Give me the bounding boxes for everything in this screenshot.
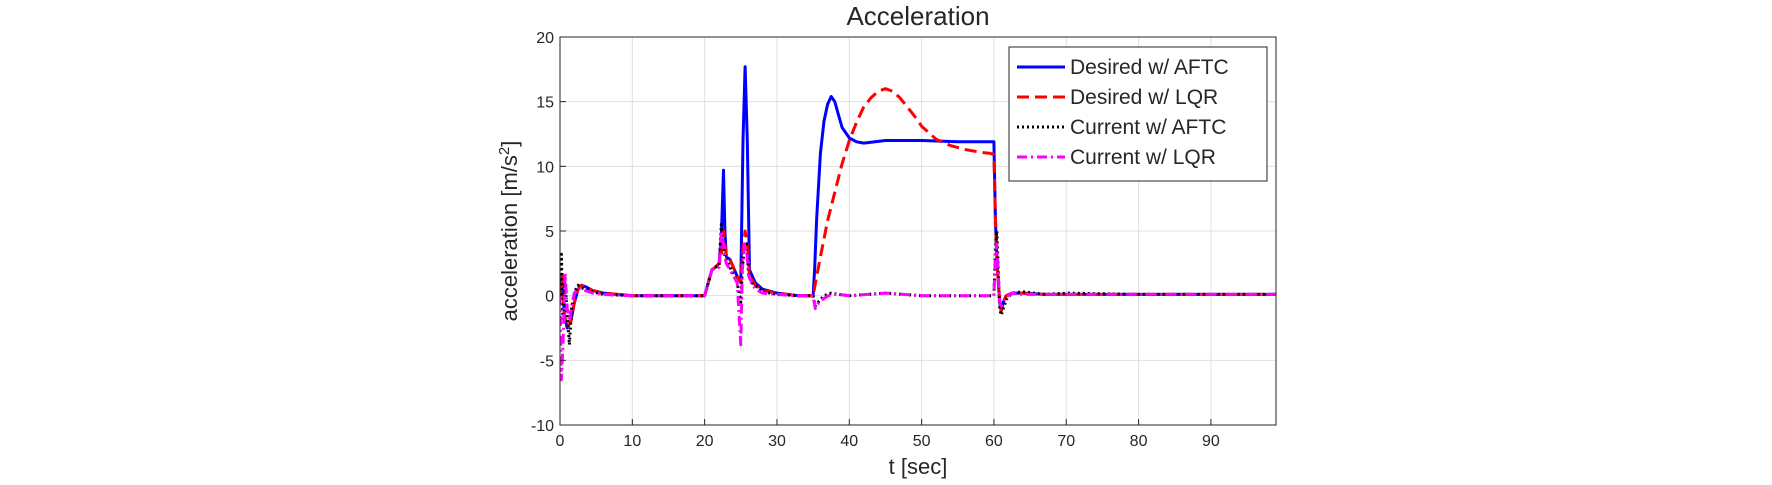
x-tick-label: 80 <box>1130 433 1148 450</box>
y-tick-labels: -10 -5 0 5 10 15 20 <box>531 30 554 435</box>
y-tick-label: 15 <box>536 95 554 112</box>
grid-lines <box>560 37 1276 425</box>
legend-entries: Desired w/ AFTC Desired w/ LQR Current w/ … <box>1017 56 1229 169</box>
x-tick-label: 40 <box>840 433 858 450</box>
x-tick-label: 50 <box>913 433 931 450</box>
chart-title: Acceleration <box>846 1 989 31</box>
x-tick-label: 90 <box>1202 433 1220 450</box>
y-tick-label: 10 <box>536 159 554 176</box>
y-axis-label-superscript: 2 <box>496 147 513 155</box>
y-tick-label: 5 <box>545 224 554 241</box>
series-lines <box>560 65 1276 382</box>
y-axis-label-main: acceleration [m/s <box>497 155 522 321</box>
x-tick-label: 0 <box>556 433 565 450</box>
y-tick-label: 20 <box>536 30 554 47</box>
legend-label-2: Desired w/ LQR <box>1070 86 1218 109</box>
x-tick-label: 30 <box>768 433 786 450</box>
legend: Desired w/ AFTC Desired w/ LQR Current w/ … <box>1008 46 1268 182</box>
legend-label-1: Desired w/ AFTC <box>1070 56 1229 79</box>
y-tick-label: -10 <box>531 418 554 435</box>
x-tick-label: 70 <box>1057 433 1075 450</box>
tick-marks <box>559 36 1212 426</box>
legend-label-3: Current w/ AFTC <box>1070 116 1226 139</box>
y-tick-label: -5 <box>540 353 554 370</box>
x-tick-label: 20 <box>696 433 714 450</box>
x-tick-label: 10 <box>623 433 641 450</box>
y-axis-label: acceleration [m/s2] <box>496 141 522 322</box>
y-tick-label: 0 <box>545 289 554 306</box>
x-tick-label: 60 <box>985 433 1003 450</box>
legend-box <box>1008 46 1268 182</box>
legend-label-4: Current w/ LQR <box>1070 146 1216 169</box>
series-line-4 <box>560 229 1276 382</box>
x-axis-label: t [sec] <box>889 454 948 479</box>
y-axis-label-bracket: ] <box>497 141 522 147</box>
x-tick-labels: 0 10 20 30 40 50 60 70 80 90 <box>556 433 1220 450</box>
